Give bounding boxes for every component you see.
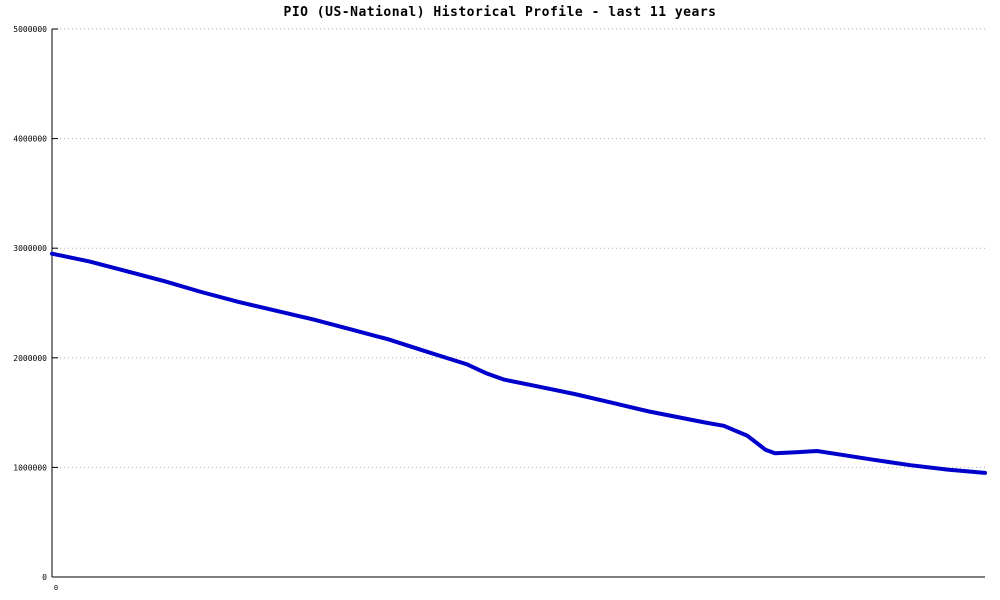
x-tick-label-0: 0 xyxy=(54,584,58,592)
y-tick-label-2000000: 2000000 xyxy=(13,354,47,363)
y-tick-label-3000000: 3000000 xyxy=(13,244,47,253)
y-tick-label-0: 0 xyxy=(42,573,47,582)
y-tick-label-5000000: 5000000 xyxy=(13,25,47,34)
chart-title: PIO (US-National) Historical Profile - l… xyxy=(283,5,717,20)
data-line-pio-us-national- xyxy=(50,251,987,475)
y-tick-label-1000000: 1000000 xyxy=(13,463,47,472)
y-tick-label-4000000: 4000000 xyxy=(13,135,47,144)
